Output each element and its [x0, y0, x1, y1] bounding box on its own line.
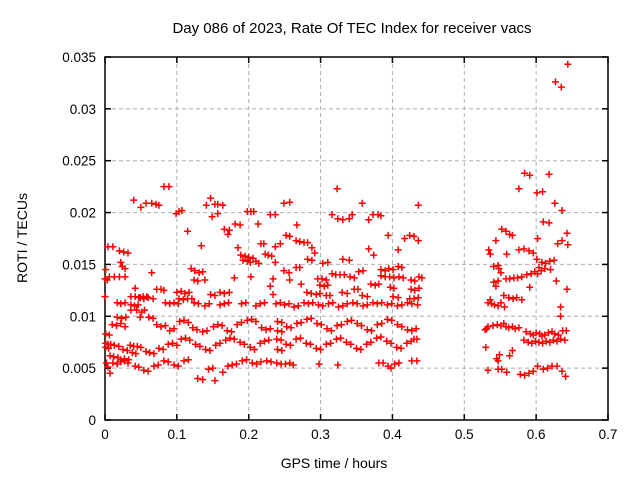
y-tick-label: 0.035 [62, 50, 96, 65]
y-tick-label: 0.02 [70, 206, 96, 221]
plot-border [104, 56, 609, 421]
chart-title: Day 086 of 2023, Rate Of TEC Index for r… [172, 20, 531, 37]
data-points [101, 60, 572, 385]
y-tick-label: 0.03 [70, 102, 96, 117]
x-tick-label: 0.1 [167, 427, 186, 442]
x-tick-label: 0.6 [527, 427, 546, 442]
x-tick-label: 0.5 [455, 427, 474, 442]
y-tick-label: 0.005 [62, 361, 96, 376]
x-tick-label: 0.2 [239, 427, 258, 442]
y-axis-label: ROTI / TECUs [14, 193, 30, 283]
x-tick-label: 0.7 [599, 427, 618, 442]
y-tick-label: 0.015 [62, 257, 96, 272]
x-axis-label: GPS time / hours [281, 455, 388, 471]
x-tick-label: 0.4 [383, 427, 402, 442]
x-tick-label: 0 [101, 427, 109, 442]
x-tick-label: 0.3 [311, 427, 330, 442]
y-tick-label: 0.025 [62, 154, 96, 169]
tick-labels: 0 0.1 0.2 0.3 0.4 0.5 0.6 0.7 0 0.005 0.01 0.015 0.0… [62, 50, 617, 442]
y-tick-label: 0 [88, 413, 96, 428]
y-tick-label: 0.01 [70, 309, 96, 324]
